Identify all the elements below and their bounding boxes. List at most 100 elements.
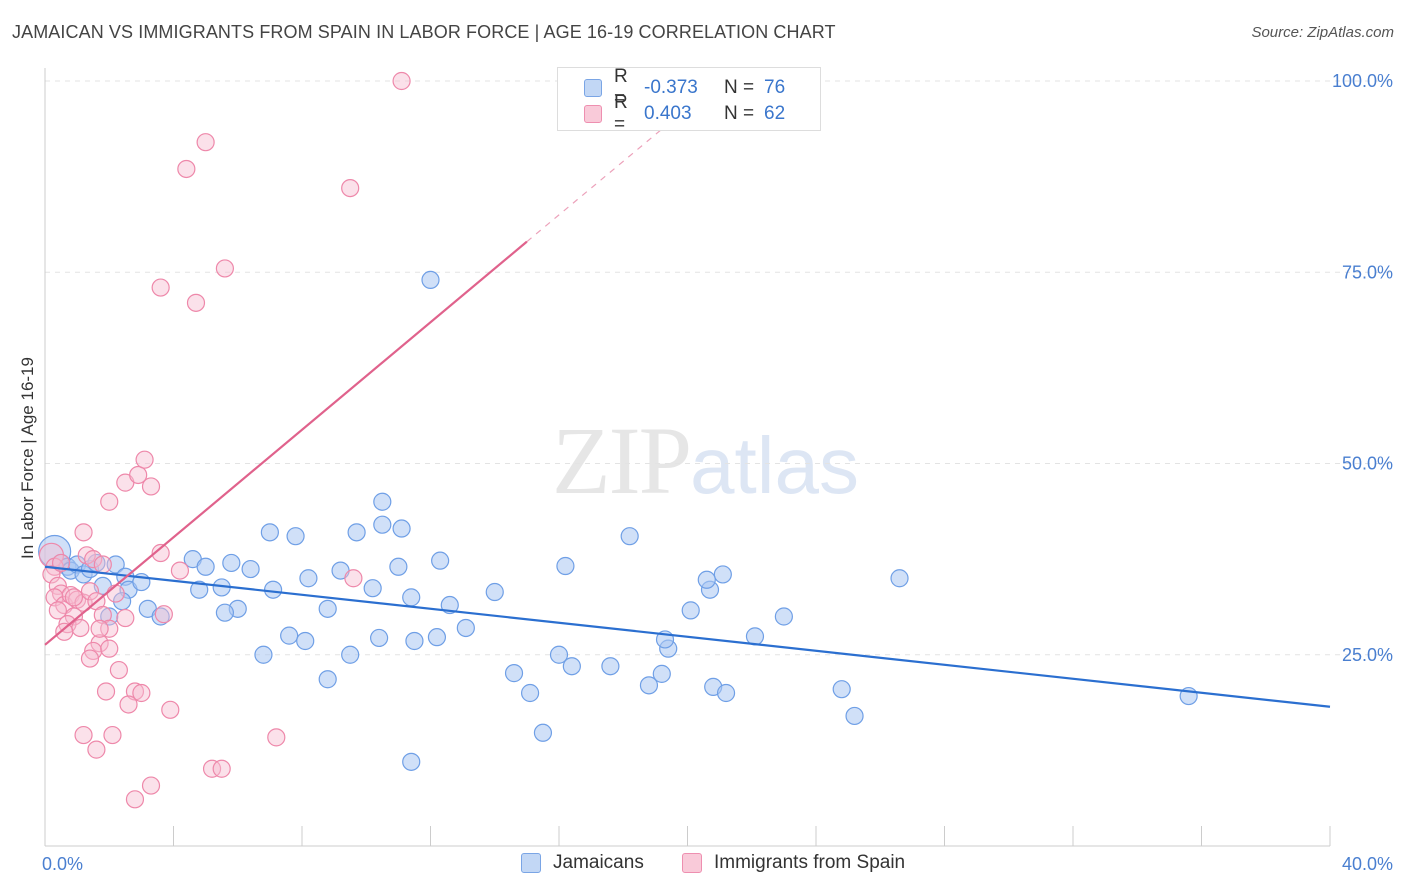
jamaicans-point: [260, 523, 279, 542]
jamaicans-point: [389, 557, 408, 576]
spain-point: [392, 71, 411, 91]
jamaicans-point: [533, 723, 553, 742]
spain-point: [125, 790, 145, 809]
jamaicans-point: [190, 580, 209, 599]
watermark-atlas: atlas: [690, 421, 859, 510]
y-tick-label: 50.0%: [1342, 454, 1393, 474]
jamaicans-points: [38, 270, 1198, 771]
spain-point: [177, 159, 196, 179]
series-legend: Jamaicans Immigrants from Spain: [0, 852, 1406, 876]
jamaicans-point: [520, 683, 540, 703]
legend-r-label: R =: [614, 66, 628, 109]
series-legend-label: Jamaicans: [553, 852, 644, 873]
spain-point: [71, 618, 90, 638]
jamaicans-trend-line: [44, 565, 1331, 708]
jamaicans-point: [106, 555, 125, 574]
jamaicans-point: [299, 569, 318, 588]
jamaicans-point: [845, 706, 864, 726]
jamaicans-point: [697, 570, 716, 589]
spain-point: [100, 492, 119, 511]
jamaicans-point: [652, 664, 671, 683]
spain-point: [141, 776, 161, 795]
jamaicans-point: [280, 626, 299, 645]
spain-point: [90, 619, 109, 638]
jamaicans-point: [421, 270, 440, 289]
jamaicans-point: [402, 752, 421, 771]
jamaicans-point: [745, 627, 765, 646]
jamaicans-point: [774, 607, 793, 626]
spain-point: [161, 700, 180, 719]
tick-labels: 25.0% 50.0% 75.0% 100.0% 0.0% 40.0%: [42, 71, 1393, 874]
spain-point: [154, 605, 173, 624]
jamaicans-point: [347, 523, 366, 542]
spain-point: [74, 725, 93, 745]
jamaicans-point: [440, 595, 459, 615]
spain-point: [74, 523, 93, 542]
spain-point: [109, 660, 128, 680]
legend-r-value: -0.373: [644, 77, 698, 98]
spain-trend-line: [44, 240, 528, 646]
spain-point: [96, 682, 116, 701]
legend-swatch-pink: [584, 105, 602, 123]
spain-point: [64, 588, 84, 607]
jamaicans-point: [215, 603, 234, 622]
jamaicans-point: [562, 657, 581, 676]
series-legend-spain[interactable]: Immigrants from Spain: [682, 852, 905, 874]
jamaicans-point: [681, 601, 700, 620]
jamaicans-point: [392, 519, 411, 538]
spain-point: [80, 582, 100, 601]
legend-n-value: 76: [764, 77, 786, 98]
legend-swatch-blue: [521, 853, 541, 873]
legend-n-label: N =: [724, 77, 755, 98]
jamaicans-point: [196, 557, 215, 576]
spain-point: [215, 259, 234, 278]
source-label: Source: ZipAtlas.com: [1251, 24, 1394, 41]
jamaicans-point: [639, 676, 659, 695]
legend-row-spain: R = 0.403 N = 62: [584, 92, 785, 135]
spain-point: [93, 555, 112, 574]
spain-point: [341, 179, 360, 198]
correlation-legend: R = -0.373 N = 76 R = 0.403 N = 62: [557, 66, 821, 135]
series-legend-jamaicans[interactable]: Jamaicans: [521, 852, 644, 874]
legend-swatch-pink: [682, 853, 702, 873]
jamaicans-point: [222, 553, 241, 573]
spain-point: [103, 725, 122, 745]
legend-r-value: 0.403: [644, 103, 692, 124]
jamaicans-point: [296, 631, 315, 651]
spain-point: [196, 133, 215, 152]
jamaicans-point: [286, 527, 305, 546]
jamaicans-point: [832, 680, 851, 699]
spain-point: [100, 639, 119, 658]
jamaicans-point: [427, 628, 447, 647]
spain-point: [186, 293, 206, 312]
spain-point: [80, 649, 100, 668]
jamaicans-point: [373, 515, 392, 534]
spain-point: [151, 278, 170, 297]
legend-n-label: N =: [724, 103, 755, 124]
spain-point: [202, 759, 222, 778]
spain-point: [119, 695, 138, 714]
spain-points: [38, 71, 411, 809]
axes: [44, 68, 1331, 847]
jamaicans-point: [263, 580, 283, 599]
jamaicans-point: [405, 631, 424, 651]
spain-point: [55, 622, 74, 641]
spain-point: [170, 561, 190, 580]
spain-point: [132, 683, 151, 703]
spain-point: [129, 465, 148, 485]
jamaicans-point: [549, 645, 569, 664]
y-tick-label: 100.0%: [1332, 71, 1393, 91]
jamaicans-point: [254, 645, 273, 664]
jamaicans-point: [713, 565, 732, 584]
jamaicans-point: [504, 664, 524, 683]
spain-point: [116, 608, 135, 628]
spain-point: [48, 601, 67, 620]
legend-row-jamaicans: R = -0.373 N = 76: [584, 66, 786, 109]
spain-point: [106, 584, 125, 603]
spain-point: [87, 740, 106, 759]
jamaicans-point: [241, 559, 260, 579]
jamaicans-point: [318, 670, 337, 689]
jamaicans-point: [370, 628, 389, 648]
jamaicans-point: [363, 579, 382, 598]
